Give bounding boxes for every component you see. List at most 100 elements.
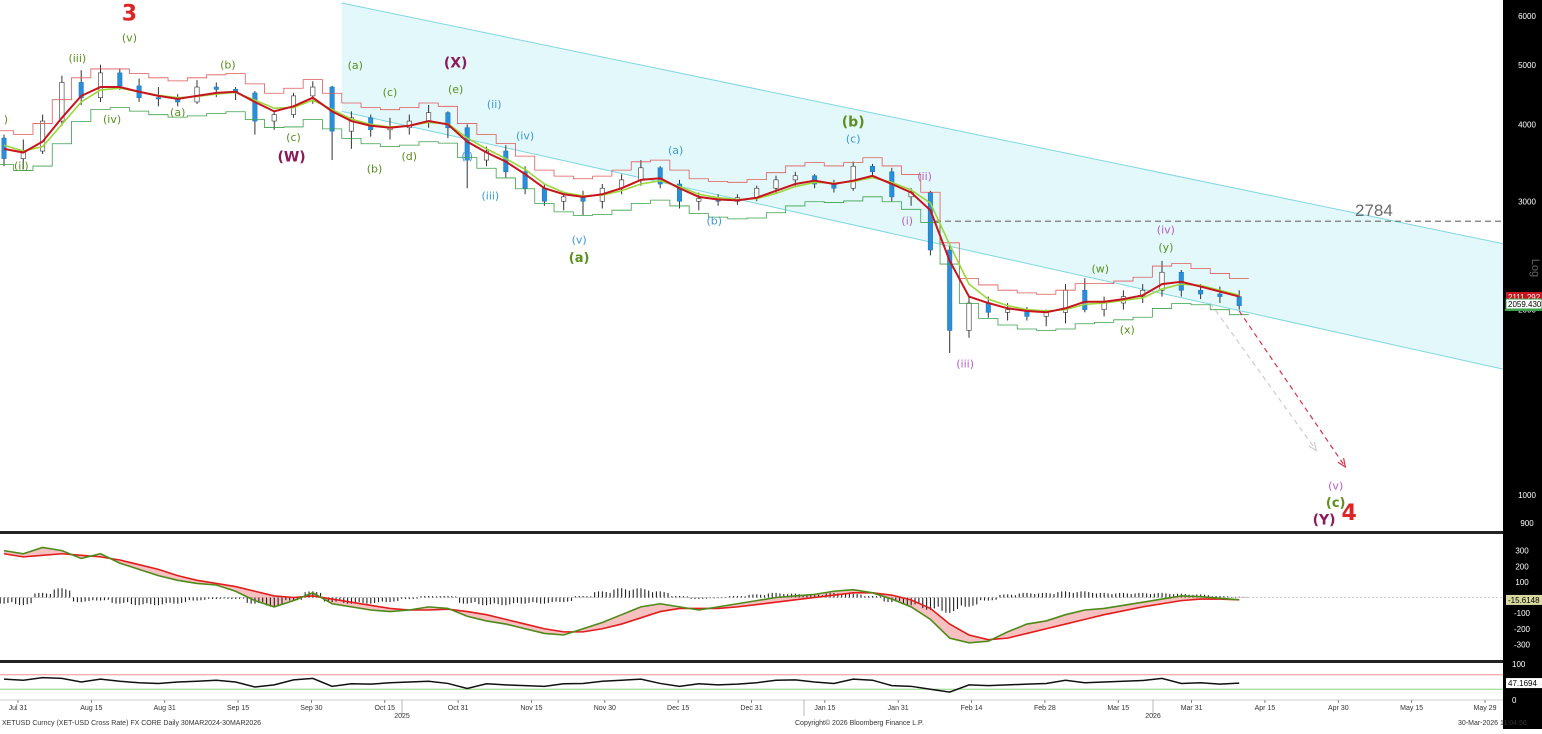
projection-arrow-line: [1238, 310, 1346, 468]
rsi-tick-label: 100: [1512, 660, 1526, 669]
year-label: 2025: [394, 713, 410, 720]
macd-last-badge: [1506, 594, 1542, 605]
candle-body: [561, 196, 567, 202]
wave-label: (y): [1158, 241, 1173, 254]
wave-label: (ii): [917, 170, 932, 183]
channel-upper-line: [341, 2, 1542, 253]
candle-body: [252, 92, 258, 122]
chart-title: XETUSD Curncy (XET-USD Cross Rate) FX CO…: [2, 720, 262, 727]
x-tick-label: Apr 15: [1255, 705, 1276, 712]
wave-label: (a): [170, 106, 185, 119]
x-tick-label: Mar 31: [1181, 705, 1203, 712]
wave-label: (d): [402, 150, 418, 163]
wave-label: (w): [1091, 262, 1109, 275]
wave-label: (e): [448, 83, 463, 96]
x-tick-label: Feb 14: [961, 705, 983, 712]
wave-label: (b): [842, 114, 865, 130]
macd-signal-line: [3, 552, 1240, 641]
price-tick-label: 4000: [1518, 120, 1536, 129]
wave-label: (X): [444, 55, 468, 71]
candle-body: [1082, 289, 1088, 310]
macd-line: [3, 546, 1240, 644]
price-tick-label: 6000: [1518, 12, 1536, 21]
rsi-panel: [0, 674, 1503, 693]
candle-body: [483, 150, 489, 161]
projection-arrow-head: [1308, 441, 1318, 452]
candle-body: [1198, 289, 1204, 295]
x-tick-label: Aug 31: [154, 705, 176, 712]
log-scale-label: Log: [1529, 259, 1541, 277]
candle-body: [657, 167, 663, 185]
candle-body: [348, 117, 354, 132]
wave-label: (iii): [481, 189, 499, 202]
x-tick-label: Dec 31: [740, 705, 762, 712]
candle-body: [426, 112, 432, 122]
candle-body: [117, 72, 123, 87]
candle-body: [792, 175, 798, 181]
candle-body: [541, 187, 547, 202]
moving-averages: [0, 68, 1249, 331]
price-tick-label: 900: [1520, 519, 1534, 528]
x-tick-label: Sep 30: [300, 705, 322, 712]
last-price-lower: 2059.430: [1508, 300, 1542, 309]
macd-tick-label: -300: [1514, 640, 1531, 649]
macd-panel: [0, 546, 1503, 644]
x-tick-label: Sep 15: [227, 705, 249, 712]
macd-tick-label: -100: [1514, 609, 1531, 618]
wave-label: (a): [348, 59, 363, 72]
wave-labels: 3 (v) (iii)) (ii) (iv) (a) (b) (c) (W) (a) (c) (b) (…: [4, 2, 1357, 529]
candle-body: [676, 183, 682, 202]
right-axis: 600050004000300020001000900Log2111.29220…: [1503, 0, 1542, 729]
wave-label: ): [4, 113, 8, 126]
copyright: Copyright© 2026 Bloomberg Finance L.P.: [795, 720, 924, 727]
lower-step-band: [0, 107, 1249, 331]
candle-body: [869, 165, 875, 173]
year-label: 2026: [1145, 713, 1161, 720]
wave-label: (i): [461, 150, 473, 163]
price-tick-label: 5000: [1518, 61, 1536, 70]
candle-body: [1159, 271, 1165, 291]
x-tick-label: Oct 15: [374, 705, 395, 712]
x-tick-label: Mar 15: [1107, 705, 1129, 712]
wave-label: (c): [1326, 496, 1346, 511]
macd-last-value: -15.6148: [1508, 596, 1540, 605]
axis-background: [1503, 0, 1542, 729]
channel-lower-line: [341, 110, 1542, 379]
price-tick-label: 1000: [1518, 491, 1536, 500]
candle-body: [850, 165, 856, 189]
macd-tick-label: 200: [1515, 562, 1529, 571]
wave-label: (c): [846, 132, 861, 145]
wave-label: (ii): [14, 159, 29, 172]
candle-body: [194, 86, 200, 103]
level-label: 2784: [1355, 201, 1393, 220]
x-tick-label: Dec 15: [667, 705, 689, 712]
candle-body: [947, 249, 953, 331]
candle-body: [78, 82, 84, 99]
wave-label: (x): [1120, 323, 1135, 336]
rsi-last-value: 47.1694: [1508, 679, 1537, 688]
candle-body: [1217, 293, 1223, 297]
wave-label: (iii): [956, 358, 974, 371]
x-tick-label: Jan 31: [888, 705, 909, 712]
candle-body: [638, 167, 644, 181]
rsi-line: [3, 676, 1240, 693]
macd-tick-label: -200: [1514, 625, 1531, 634]
last-price-upper-badge: [1506, 292, 1542, 302]
candle-body: [522, 171, 528, 189]
wave-label: (W): [277, 150, 305, 166]
candle-body: [310, 86, 316, 97]
wave-label: (c): [286, 131, 301, 144]
channel-fill: [341, 3, 1542, 378]
rsi-tick-label: 0: [1512, 696, 1517, 705]
x-tick-label: May 15: [1400, 705, 1423, 712]
candle-body: [445, 112, 451, 129]
macd-tick-label: 100: [1515, 578, 1529, 587]
separator-macd: [0, 531, 1503, 534]
candle-body: [696, 198, 702, 202]
wave-label: (ii): [487, 98, 502, 111]
x-tick-label: Jan 15: [814, 705, 835, 712]
timestamp: 30-Mar-2026 11:04:56: [1458, 720, 1527, 727]
projection-arrows: [1209, 302, 1347, 469]
